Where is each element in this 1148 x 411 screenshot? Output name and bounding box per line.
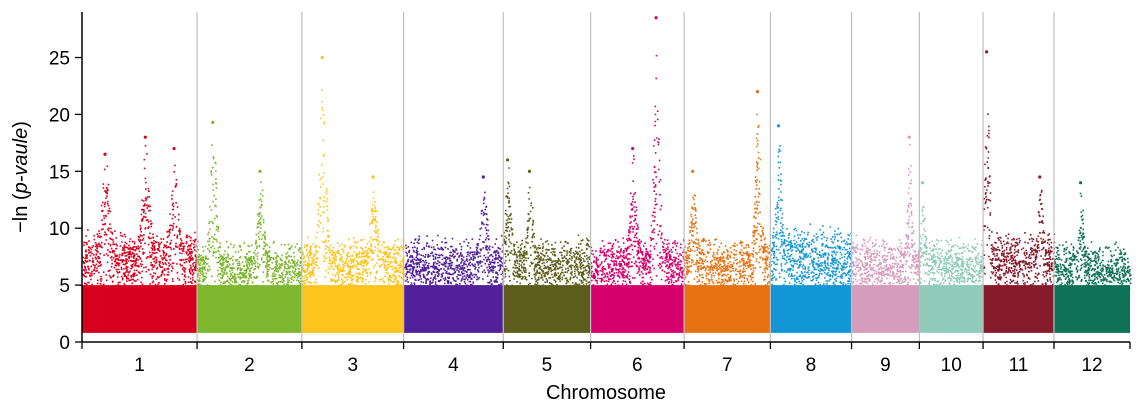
chromosome-8-scatter [770, 145, 854, 298]
chromosome-5-scatter [503, 167, 593, 296]
chromosome-4-peak-point-1 [481, 175, 485, 179]
y-tick-label-15: 15 [49, 162, 70, 183]
chromosome-1-peak-point-1 [103, 152, 107, 156]
chromosome-11-scatter [983, 113, 1056, 298]
chromosome-6-dense-band [590, 285, 685, 333]
x-tick-label-6: 6 [632, 355, 643, 376]
chromosome-6-peak-point-1 [654, 16, 658, 20]
chromosome-10-points [919, 181, 985, 333]
chromosome-5-dense-band [503, 285, 591, 333]
chromosome-8-peak-point-1 [776, 124, 781, 128]
chromosome-6-peak-point-2 [631, 146, 635, 151]
chromosome-7-points [684, 90, 772, 333]
x-tick-label-9: 9 [880, 355, 891, 376]
chromosome-4-points [403, 175, 505, 333]
chromosome-10-dense-band [919, 285, 984, 333]
chromosome-3-peak-point-2 [371, 175, 375, 179]
chromosome-11-points [983, 50, 1056, 333]
chromosome-2-peak-point-2 [258, 169, 262, 173]
chromosome-11-peak-point-1 [985, 50, 989, 54]
chromosome-10-scatter [919, 206, 985, 298]
x-tick-label-2: 2 [244, 355, 255, 376]
chromosome-5-peak-point-1 [527, 169, 532, 173]
x-tick-label-5: 5 [542, 355, 553, 376]
chromosome-12-peak-point-1 [1078, 181, 1083, 185]
chromosome-7-peak-point-2 [691, 169, 695, 173]
chromosome-4-scatter [404, 191, 505, 296]
x-tick-label-10: 10 [941, 355, 962, 376]
y-tick-label-0: 0 [59, 333, 70, 354]
chromosome-6-scatter [590, 54, 686, 298]
chromosome-2-scatter [197, 144, 304, 298]
y-axis-title: −ln (p-vaule) [10, 121, 32, 233]
chromosome-9-peak-point-1 [907, 135, 911, 139]
chromosome-7-peak-point-1 [755, 90, 760, 94]
x-tick-label-8: 8 [806, 355, 817, 376]
chromosome-separators [196, 12, 1055, 342]
chromosome-11-peak-point-2 [1038, 175, 1042, 179]
chromosome-7-scatter [684, 113, 772, 298]
chromosome-9-dense-band [851, 285, 920, 333]
y-tick-label-25: 25 [49, 49, 70, 70]
chromosome-1-scatter [82, 144, 199, 298]
chromosome-1-dense-band [82, 285, 198, 333]
y-axis-title-italic: p-vaule [10, 128, 32, 195]
chromosome-2-dense-band [197, 285, 302, 333]
y-axis-title-prefix: −ln ( [10, 193, 32, 233]
chromosome-12-points [1053, 181, 1132, 333]
chromosome-9-scatter [851, 143, 921, 298]
chromosome-11-dense-band [983, 285, 1054, 333]
chromosome-4-dense-band [403, 285, 504, 333]
y-tick-label-5: 5 [59, 276, 70, 297]
chromosome-1-points [82, 135, 199, 333]
x-axis-title: Chromosome [546, 382, 666, 404]
chromosome-7-dense-band [684, 285, 771, 333]
chromosome-2-peak-point-1 [211, 120, 215, 124]
y-axis-title-suffix: ) [10, 121, 32, 128]
x-tick-label-4: 4 [448, 355, 459, 376]
y-tick-label-10: 10 [49, 219, 70, 240]
y-tick-label-20: 20 [49, 105, 70, 126]
chromosome-1-peak-point-3 [172, 146, 176, 151]
points-layer [82, 16, 1132, 333]
chromosome-3-dense-band [301, 285, 404, 333]
chromosome-2-points [197, 120, 304, 333]
chromosome-9-points [851, 135, 921, 333]
x-tick-label-11: 11 [1009, 355, 1029, 376]
chromosome-8-dense-band [770, 285, 852, 333]
x-tick-label-1: 1 [134, 355, 145, 376]
chromosome-3-scatter [301, 89, 406, 298]
chromosome-12-scatter [1054, 192, 1132, 297]
x-tick-label-3: 3 [347, 355, 358, 376]
x-tick-label-7: 7 [722, 355, 733, 376]
chromosome-5-points [503, 158, 593, 333]
chromosome-6-points [590, 16, 686, 333]
x-tick-label-12: 12 [1081, 355, 1102, 376]
chromosome-3-peak-point-1 [320, 55, 324, 60]
chromosome-5-peak-point-2 [506, 158, 510, 162]
chromosome-1-peak-point-2 [143, 135, 147, 139]
chromosome-10-peak-point-1 [920, 181, 925, 185]
chromosome-3-points [301, 55, 406, 333]
chromosome-8-points [770, 124, 854, 333]
